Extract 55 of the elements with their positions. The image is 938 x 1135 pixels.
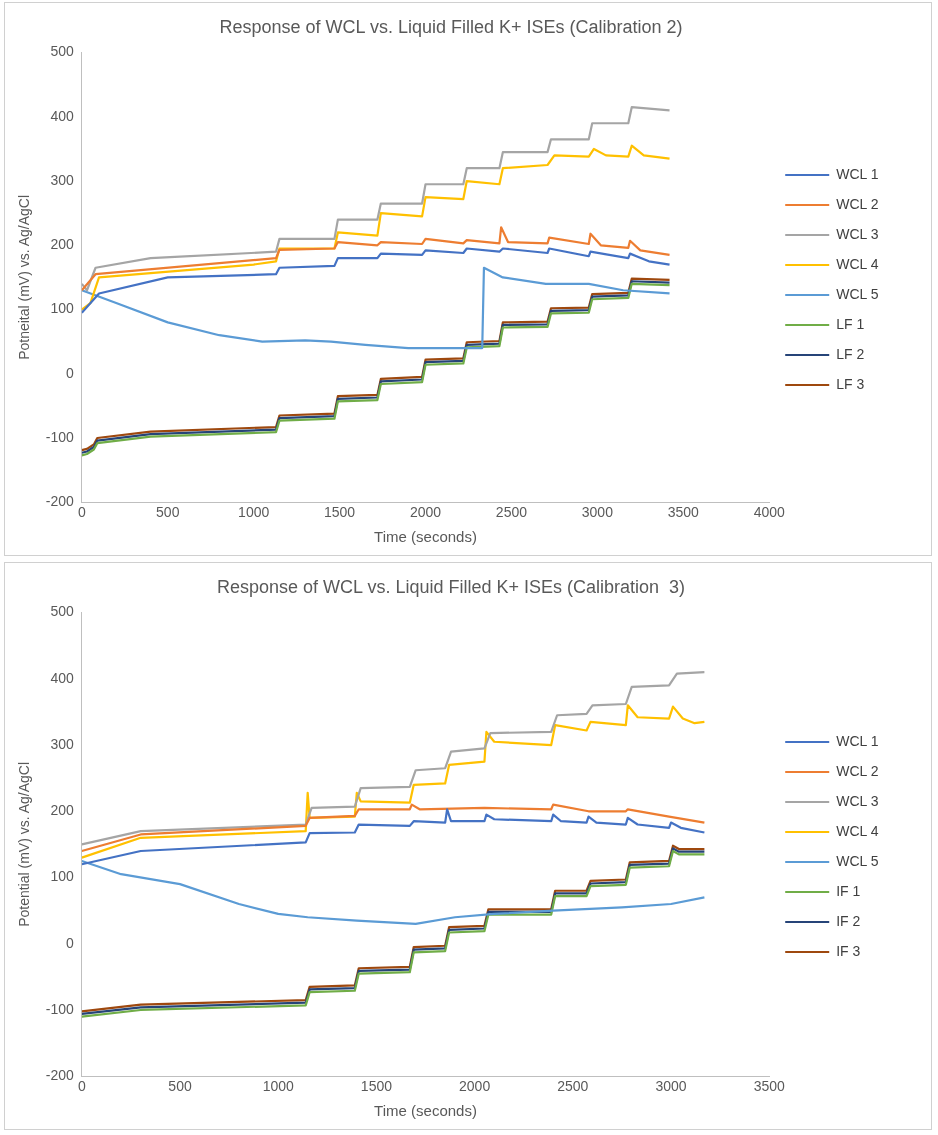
legend-label: WCL 1: [836, 732, 879, 749]
y-tick-label: 200: [50, 802, 75, 819]
x-tick-label: 1500: [324, 504, 356, 521]
legend-label: WCL 4: [836, 255, 879, 272]
x-tick-label: 1000: [262, 1078, 294, 1095]
y-tick-label: 300: [50, 735, 75, 752]
y-axis-title: Potential (mV) vs. Ag/AgCl: [16, 761, 33, 927]
legend-label: LF 2: [836, 345, 865, 362]
y-tick-label: 100: [50, 868, 75, 885]
legend-label: LF 3: [836, 375, 865, 392]
x-axis-title: Time (seconds): [374, 1102, 477, 1120]
x-tick-label: 500: [168, 1078, 192, 1095]
chart-title: Response of WCL vs. Liquid Filled K+ ISEs (Calibration 3): [216, 576, 686, 597]
x-tick-label: 3500: [667, 504, 700, 521]
x-tick-label: 1000: [238, 504, 270, 521]
legend-label: WCL 5: [836, 285, 879, 302]
y-tick-label: -200: [45, 1067, 75, 1084]
y-tick-label: 400: [50, 669, 75, 686]
x-tick-label: 3000: [581, 504, 614, 521]
legend-label: IF 1: [836, 882, 861, 899]
legend-label: WCL 5: [836, 852, 879, 869]
legend-label: LF 1: [836, 315, 865, 332]
x-tick-label: 1500: [360, 1078, 393, 1095]
legend-label: WCL 3: [836, 225, 879, 242]
y-tick-label: 100: [50, 300, 75, 317]
chart-title: Response of WCL vs. Liquid Filled K+ ISEs (Calibration 2): [219, 16, 683, 37]
y-tick-label: -100: [45, 428, 75, 445]
x-tick-label: 2000: [409, 504, 442, 521]
y-tick-label: 0: [66, 364, 75, 381]
legend-label: IF 2: [836, 912, 861, 929]
y-axis-title: Potneital (mV) vs. Ag/AgCl: [16, 194, 33, 360]
x-tick-label: 3000: [655, 1078, 687, 1095]
legend-label: IF 3: [836, 942, 861, 959]
x-tick-label: 0: [77, 504, 86, 521]
y-tick-label: -200: [45, 493, 75, 510]
y-tick-label: 500: [50, 43, 75, 60]
x-axis-title: Time (seconds): [374, 528, 477, 546]
y-tick-label: 300: [50, 171, 75, 188]
y-tick-label: 0: [66, 934, 75, 951]
legend-label: WCL 2: [836, 762, 879, 779]
legend-label: WCL 4: [836, 822, 879, 839]
x-tick-label: 2500: [495, 504, 528, 521]
y-tick-label: 500: [50, 603, 75, 620]
legend-label: WCL 3: [836, 792, 879, 809]
y-tick-label: -100: [45, 1000, 75, 1017]
legend-label: WCL 1: [836, 165, 879, 182]
x-tick-label: 500: [156, 504, 180, 521]
x-tick-label: 2000: [459, 1078, 491, 1095]
x-tick-label: 0: [77, 1078, 86, 1095]
x-tick-label: 2500: [557, 1078, 589, 1095]
x-tick-label: 4000: [753, 504, 785, 521]
y-tick-label: 200: [50, 236, 75, 253]
x-tick-label: 3500: [753, 1078, 785, 1095]
y-tick-label: 400: [50, 107, 75, 124]
legend-label: WCL 2: [836, 195, 879, 212]
